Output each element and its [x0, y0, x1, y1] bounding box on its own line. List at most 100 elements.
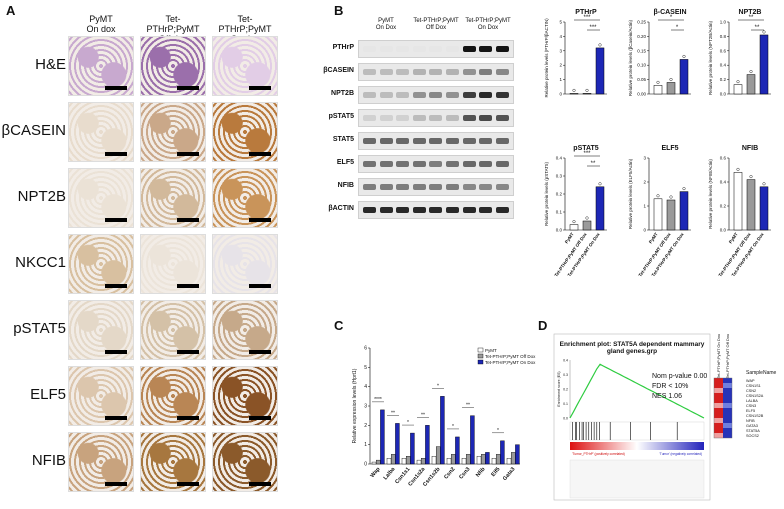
ihc-image-tile	[140, 432, 206, 492]
heat-cell	[714, 433, 723, 438]
scale-bar	[177, 416, 199, 420]
sig-stars: **	[591, 161, 596, 167]
heat-cell	[714, 428, 723, 433]
ihc-image-tile	[212, 102, 278, 162]
blot-band	[379, 46, 393, 52]
scale-bar	[177, 218, 199, 222]
bar	[679, 191, 689, 231]
blot-column-header: PyMT On Dox	[360, 18, 412, 32]
blot-column-header: Tet-PTHrP;PyMT On Dox	[462, 18, 514, 32]
blot-band	[429, 207, 443, 213]
data-point	[762, 30, 766, 34]
legend-swatch	[477, 359, 484, 365]
gene-label: NFIB	[746, 419, 755, 423]
blot-strip	[358, 86, 514, 104]
blot-band	[479, 46, 493, 52]
enrichment-curve	[569, 363, 705, 419]
scale-bar	[105, 350, 127, 354]
y-tick-label: 0.2	[556, 192, 563, 197]
y-tick-label: 0.00	[637, 92, 646, 97]
bar	[759, 34, 769, 95]
bar	[569, 224, 579, 231]
sig-stars: **	[391, 410, 395, 416]
ihc-image-tile	[140, 234, 206, 294]
x-tick-label: Csn3	[458, 466, 471, 480]
blot-band	[379, 161, 393, 167]
x-tick-label: Csn2	[443, 466, 456, 480]
blot-band	[446, 207, 459, 213]
sig-stars: *	[497, 428, 499, 434]
bar	[491, 457, 497, 465]
gsea-stat: NES 1.06	[652, 393, 682, 400]
y-tick-label: 2	[643, 180, 646, 185]
y-tick-label: 4	[364, 384, 367, 390]
blot-band	[429, 46, 443, 52]
y-tick-label: 0.3	[563, 373, 568, 377]
heatmap-column-label: Tet-PTHrP;PyMT On Dox	[716, 334, 721, 379]
y-tick-label: 0.0	[720, 228, 727, 233]
data-point	[585, 88, 589, 92]
blot-row-label: ELF5	[336, 159, 354, 166]
panel-b-quantification-charts: PTHrP 0 1 2 3 4 5 Relative protein levels (PTHr…	[544, 9, 771, 278]
y-tick-label: 0.3	[556, 174, 563, 179]
sig-stars: **	[466, 403, 470, 409]
blot-header-line: PyMT	[378, 18, 394, 24]
blot-band	[396, 138, 410, 144]
heat-cell	[723, 403, 732, 408]
y-tick-label: 4	[559, 34, 562, 39]
blot-strip	[358, 201, 514, 219]
blot-band	[479, 115, 493, 121]
column-header-line: Tet-PTHrP;PyMT	[218, 14, 272, 34]
blot-row-label: PTHrP	[332, 44, 354, 51]
blot-band	[462, 69, 476, 75]
y-tick-label: 0.8	[720, 34, 727, 39]
chart-title: ELF5	[661, 145, 678, 152]
y-tick-label: 0.6	[720, 48, 727, 53]
blot-band	[446, 138, 459, 144]
heatmap-header: SampleName	[746, 370, 777, 376]
ihc-image-tile	[68, 168, 134, 228]
bar-chart: ELF5 0 1 2 3 Relative protein levels (ELF5/Ac…	[628, 145, 691, 278]
ihc-image-tile	[212, 234, 278, 294]
bar	[515, 444, 520, 465]
bar	[582, 93, 592, 95]
bar	[431, 456, 437, 465]
panel-c-letter: C	[334, 318, 344, 333]
blot-band	[412, 92, 426, 98]
ihc-row-label: NPT2B	[17, 188, 66, 205]
metric-panel	[569, 459, 705, 499]
y-axis-label: Relative protein levels (βCasein/Actin)	[628, 19, 633, 96]
blot-band	[363, 138, 376, 144]
bar-chart: pSTAT5 0.0 0.1 0.2 0.3 0.4 Relative protein le…	[544, 145, 607, 278]
blot-band	[429, 184, 443, 190]
column-header-line: Tet-PTHrP;PyMT	[146, 14, 200, 34]
blot-header-line: Tet-PTHrP;PyMT	[413, 18, 459, 24]
legend-label: Tet-PTHrP;PyMT On Dox	[485, 360, 536, 365]
blot-band	[429, 69, 443, 75]
heat-cell	[723, 383, 732, 388]
x-tick-label: Nfib	[475, 466, 487, 479]
blot-strip	[358, 155, 514, 173]
blot-band	[396, 92, 410, 98]
bar	[401, 457, 407, 465]
ihc-image-tile	[212, 36, 278, 96]
blot-band	[412, 69, 426, 75]
scale-bar	[177, 152, 199, 156]
blot-band	[412, 207, 426, 213]
bar-chart: PTHrP 0 1 2 3 4 5 Relative protein levels (PTHr…	[544, 9, 607, 98]
blot-band	[479, 138, 493, 144]
ihc-image-tile	[140, 300, 206, 360]
data-point	[572, 220, 576, 224]
y-tick-label: 0.10	[637, 63, 646, 68]
blot-header-line: Off Dox	[425, 25, 447, 31]
bar-chart: β-CASEIN 0.00 0.05 0.10 0.15 0.20 0.25 Relative…	[628, 9, 691, 97]
x-tick-label: PyMT	[648, 232, 659, 245]
y-tick-label: 0.2	[720, 77, 727, 82]
sig-stars: *	[670, 15, 673, 21]
gsea-stat: FDR < 10%	[652, 383, 688, 390]
blot-band	[495, 115, 509, 121]
panel-d-letter: D	[538, 318, 548, 333]
blot-band	[429, 138, 443, 144]
data-point	[656, 194, 660, 198]
bar	[465, 454, 471, 465]
